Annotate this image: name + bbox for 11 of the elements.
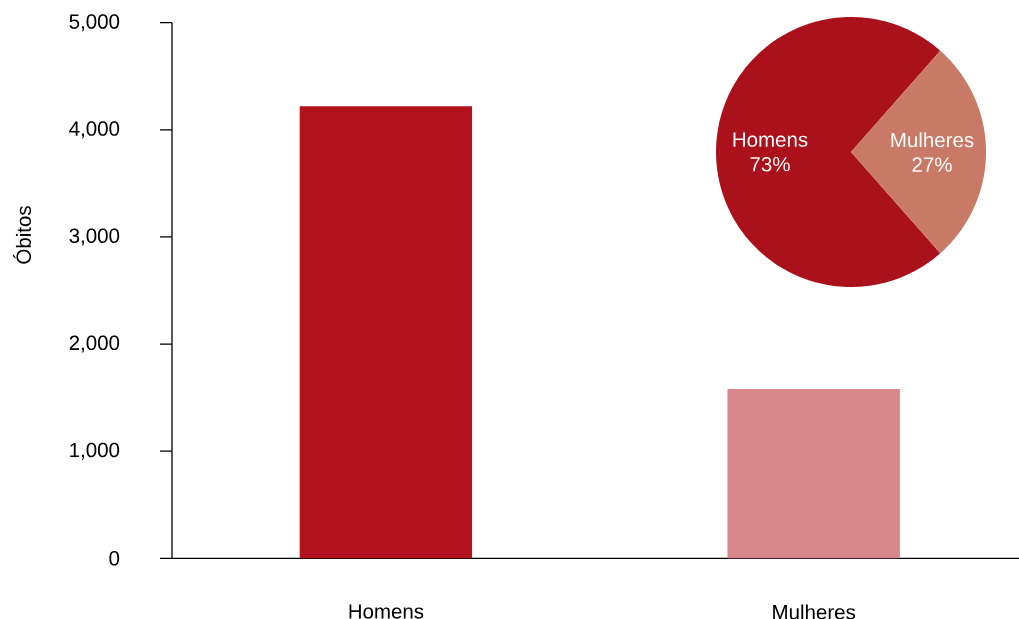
y-tick-label: 1,000 [70,442,120,460]
y-tick-label: 2,000 [69,335,120,353]
slice-label: Mulheres [891,132,974,148]
data-label: 73% [750,156,790,172]
y-tick-label: 4,000 [69,121,120,139]
y-axis-title: Óbitos [13,206,31,264]
y-tick-label: 0 [109,551,120,566]
y-tick-label: 5,000 [69,14,120,32]
data-label: 27% [912,157,952,172]
y-tick-label: 3,000 [69,228,120,246]
slice-label: Homens [733,132,808,147]
